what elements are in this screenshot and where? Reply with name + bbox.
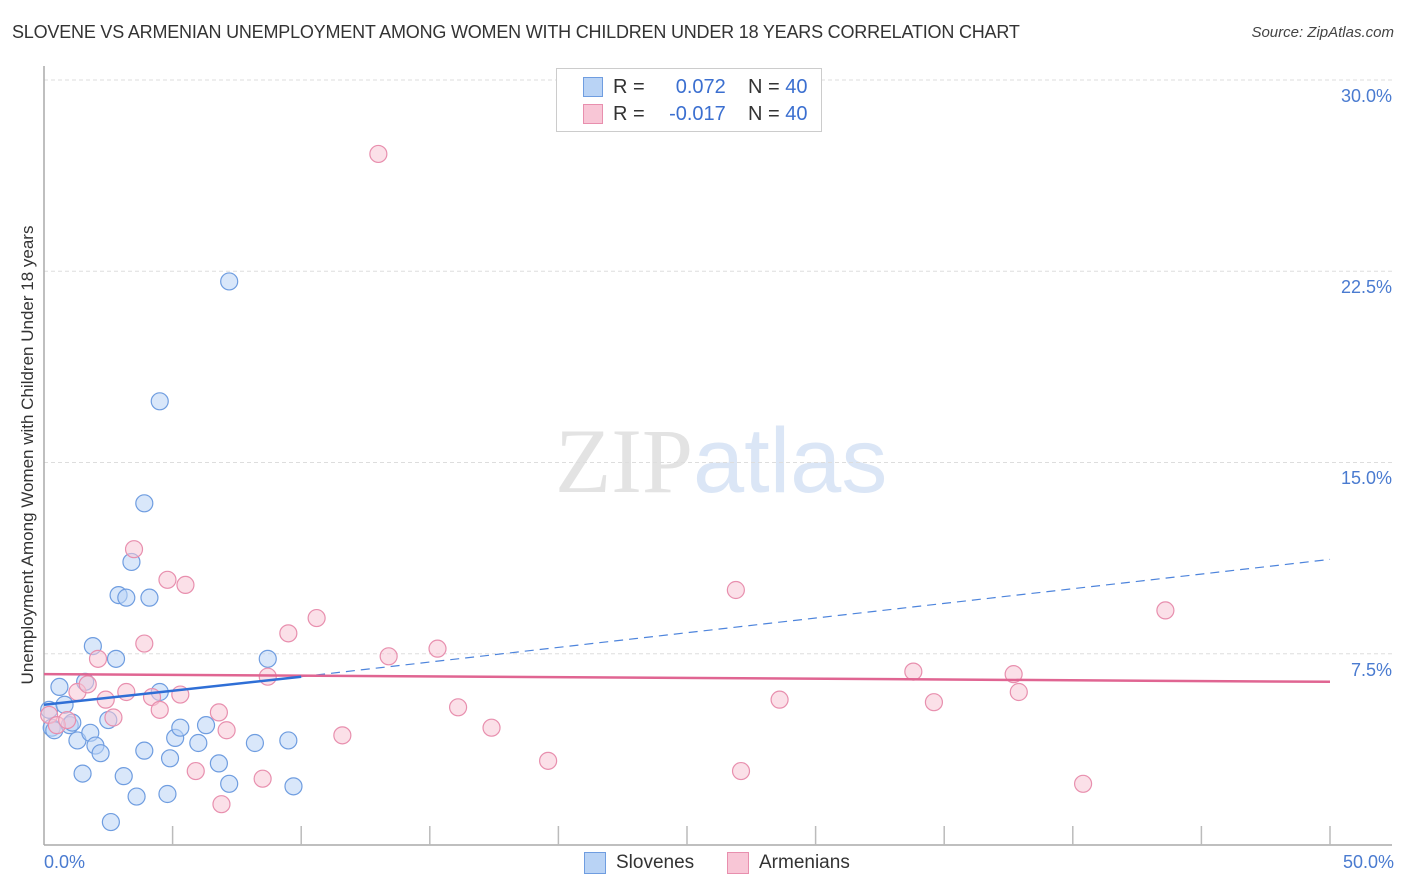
data-point <box>279 731 298 750</box>
data-point <box>448 698 468 717</box>
armenians-swatch-icon <box>583 104 603 124</box>
series-slovenes-points <box>40 272 303 832</box>
y-tick-30: 30.0% <box>1340 86 1392 106</box>
x-tick-50: 50.0% <box>1342 852 1394 872</box>
correlation-legend: R = 0.072 N = 40 R = -0.017 N = 40 <box>556 68 822 132</box>
data-point <box>904 662 923 681</box>
data-point <box>186 761 205 781</box>
legend-item-slovenes[interactable]: Slovenes <box>584 852 694 874</box>
legend-row-slovenes: R = 0.072 N = 40 <box>583 75 808 99</box>
data-point <box>101 812 120 832</box>
data-point <box>88 649 108 668</box>
data-point <box>160 749 180 768</box>
y-axis-label: Unemployment Among Women with Children U… <box>18 225 37 685</box>
watermark-zip: ZIP <box>555 410 693 512</box>
data-point <box>731 761 751 781</box>
slovenes-swatch-icon <box>583 77 603 97</box>
legend-item-armenians[interactable]: Armenians <box>727 852 850 874</box>
data-point <box>726 580 745 600</box>
data-point <box>307 608 326 628</box>
data-point <box>176 575 195 595</box>
data-point <box>106 649 126 668</box>
data-point <box>124 540 144 559</box>
data-point <box>258 649 277 668</box>
data-point <box>1156 601 1175 620</box>
data-point <box>284 777 303 796</box>
data-point <box>1004 665 1023 684</box>
source-label: Source: ZipAtlas.com <box>1251 24 1394 41</box>
r-value: -0.017 <box>669 102 726 125</box>
watermark-atlas: atlas <box>693 410 888 512</box>
data-point <box>217 721 236 740</box>
data-point <box>1009 682 1028 702</box>
r-value: 0.072 <box>675 75 726 98</box>
data-point <box>114 767 133 786</box>
n-value: 40 <box>785 75 808 98</box>
data-point <box>55 695 74 714</box>
r-label: R = <box>613 75 645 98</box>
data-point <box>135 741 154 760</box>
data-point <box>135 494 154 513</box>
y-tick-7-5: 7.5% <box>1350 660 1392 680</box>
x-tick-0: 0.0% <box>44 852 86 872</box>
data-point <box>73 764 92 783</box>
y-tick-22-5: 22.5% <box>1340 277 1392 297</box>
data-point <box>158 784 177 804</box>
data-point <box>369 144 388 164</box>
data-point <box>196 716 216 735</box>
data-point <box>189 733 208 753</box>
data-point <box>209 703 228 722</box>
data-point <box>220 272 239 291</box>
data-point <box>279 624 298 643</box>
data-point <box>127 787 146 806</box>
data-point <box>333 726 352 745</box>
n-value: 40 <box>785 102 808 125</box>
data-point <box>117 588 136 607</box>
data-point <box>104 708 123 727</box>
trend-lines <box>43 558 1331 706</box>
data-point <box>91 744 110 763</box>
data-point <box>50 677 69 697</box>
data-point <box>78 675 97 694</box>
series-armenians-points <box>40 144 1175 814</box>
n-label: N = <box>748 75 780 98</box>
data-point <box>117 682 136 702</box>
data-point <box>1073 774 1093 793</box>
y-tick-15: 15.0% <box>1340 468 1392 488</box>
data-point <box>253 769 272 788</box>
data-point <box>58 710 77 730</box>
watermark: ZIPatlas <box>555 408 887 514</box>
data-point <box>150 700 169 719</box>
armenians-swatch-icon <box>727 852 749 874</box>
gridlines <box>44 79 1392 655</box>
data-point <box>428 639 447 658</box>
slovenes-swatch-icon <box>584 852 606 874</box>
r-label: R = <box>613 102 645 125</box>
legend-label: Slovenes <box>616 852 695 873</box>
data-point <box>150 392 169 411</box>
data-point <box>379 647 398 666</box>
data-point <box>924 693 944 712</box>
data-point <box>212 795 231 814</box>
n-label: N = <box>748 102 780 125</box>
legend-row-armenians: R = -0.017 N = 40 <box>583 102 808 126</box>
data-point <box>135 634 154 653</box>
data-point <box>158 570 177 589</box>
data-point <box>220 774 239 793</box>
data-point <box>245 733 265 753</box>
legend-label: Armenians <box>759 852 850 873</box>
data-point <box>539 751 558 770</box>
data-point <box>209 754 228 773</box>
data-point <box>770 690 789 709</box>
data-point <box>482 718 501 737</box>
axes <box>43 66 1392 846</box>
chart-title: SLOVENE VS ARMENIAN UNEMPLOYMENT AMONG W… <box>12 22 1020 42</box>
data-point <box>140 588 159 607</box>
data-point <box>171 718 190 737</box>
